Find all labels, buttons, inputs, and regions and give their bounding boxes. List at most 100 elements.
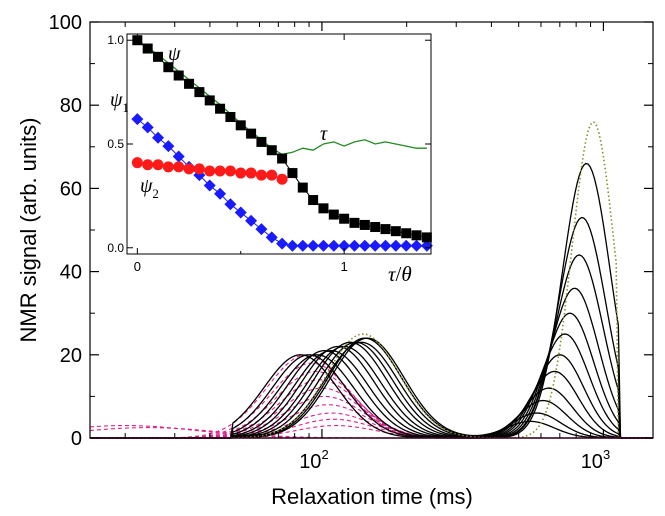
inset-psi-marker (390, 226, 401, 237)
inset-psi2-marker (266, 169, 278, 181)
inset-y-tick-label: 0.0 (107, 241, 124, 255)
inset-psi1-marker (255, 223, 268, 236)
inset-y-axis: 0.0 0.5 1.0 (107, 33, 431, 255)
main-y-tick-label: 0 (71, 428, 82, 450)
inset-psi1-marker (389, 239, 402, 252)
inset-psi2-marker (245, 167, 257, 179)
inset-psi1-marker (214, 187, 227, 200)
inset-series (131, 35, 433, 252)
inset-psi-marker (297, 182, 308, 193)
inset-psi1-marker (276, 237, 289, 250)
inset-psi2-marker (276, 173, 288, 185)
inset-psi2-marker (204, 165, 216, 177)
inset-y-tick-label: 1.0 (107, 33, 124, 47)
inset-label-tau: τ (320, 123, 328, 145)
inset-psi-marker (256, 136, 267, 147)
main-x-axis-title: Relaxation time (ms) (271, 484, 473, 509)
inset-psi-marker (173, 70, 184, 81)
inset-psi-marker (339, 213, 350, 224)
inset-psi-marker (153, 51, 164, 62)
inset-psi2-marker (162, 161, 174, 173)
inset-psi-marker (349, 217, 360, 228)
inset-psi-marker (401, 228, 412, 239)
inset-psi2-marker (131, 157, 143, 169)
black-curve (90, 337, 653, 439)
inset-psi-marker (246, 128, 257, 139)
inset-psi1-marker (172, 150, 185, 163)
inset-psi1-marker (400, 239, 413, 252)
main-y-tick-label: 20 (60, 345, 82, 367)
inset-psi1-marker (327, 239, 340, 252)
inset-psi-marker (142, 43, 153, 54)
inset-psi1-marker (245, 214, 258, 227)
inset-psi-marker (215, 103, 226, 114)
inset-psi-marker (163, 62, 174, 73)
inset-psi-marker (235, 120, 246, 131)
black-curve (90, 345, 653, 439)
inset-label-psi2: ψ2 (140, 175, 159, 201)
main-y-axis: 0 20 40 60 80 100 (49, 12, 653, 450)
black-curve (90, 333, 653, 439)
inset-psi1-marker (131, 113, 144, 126)
inset-psi-marker (287, 168, 298, 179)
inset-psi1-marker (307, 239, 320, 252)
inset-psi2-marker (183, 163, 195, 175)
inset-psi-marker (184, 78, 195, 89)
inset-psi-marker (380, 224, 391, 235)
inset-psi1-marker (162, 140, 175, 153)
inset-psi1-marker (420, 239, 433, 252)
inset-psi2-marker (173, 161, 185, 173)
inset-psi1-marker (348, 239, 361, 252)
inset-psi1-marker (379, 239, 392, 252)
inset-psi1-marker (141, 121, 154, 134)
inset-x-axis-title: τ/θ (388, 262, 412, 286)
inset-psi2-marker (193, 163, 205, 175)
black-curve (90, 337, 653, 439)
inset-psi-marker (225, 112, 236, 123)
inset-psi1-marker (410, 239, 423, 252)
main-x-axis: 102 103 (124, 22, 610, 473)
inset-psi2-marker (235, 167, 247, 179)
inset-psi-marker (421, 232, 432, 243)
inset-psi2-marker (142, 159, 154, 171)
main-y-tick-label: 60 (60, 178, 82, 200)
inset-psi1-marker (265, 231, 278, 244)
main-chart: 0 20 40 60 80 100 102 103 Relaxation time (ms)… (16, 12, 654, 509)
inset-psi-marker (308, 195, 319, 206)
inset-psi2-marker (255, 169, 267, 181)
inset-psi-marker (359, 219, 370, 230)
inset-psi2-marker (152, 159, 164, 171)
inset-psi-marker (204, 95, 215, 106)
inset-psi-marker (266, 145, 277, 156)
main-y-axis-title: NMR signal (arb. units) (16, 118, 41, 343)
inset-psi1-marker (152, 131, 165, 144)
inset-label-psi1: ψ1 (110, 89, 129, 115)
main-y-tick-label: 40 (60, 262, 82, 284)
inset-psi1-marker (296, 239, 309, 252)
inset-psi-marker (411, 230, 422, 241)
inset-psi-marker (194, 87, 205, 98)
inset-psi2-marker (224, 165, 236, 177)
inset-psi-marker (132, 35, 143, 46)
inset-psi-marker (318, 203, 329, 214)
main-y-tick-label: 100 (49, 12, 82, 34)
inset-psi1-marker (338, 239, 351, 252)
inset-label-psi: ψ (168, 43, 181, 65)
inset-psi1-marker (369, 239, 382, 252)
inset-psi1-marker (224, 198, 237, 211)
inset-y-tick-label: 0.5 (107, 137, 124, 151)
inset-psi1-marker (234, 206, 247, 219)
inset-psi2-marker (214, 165, 226, 177)
inset-x-tick-label: 1 (341, 259, 348, 274)
inset-x-tick-label: 0 (134, 259, 141, 274)
inset-psi-marker (328, 209, 339, 220)
inset-psi1-marker (286, 239, 299, 252)
main-x-tick-label: 102 (299, 447, 328, 473)
inset-psi1-marker (317, 239, 330, 252)
main-y-tick-label: 80 (60, 95, 82, 117)
main-x-tick-label: 103 (581, 447, 610, 473)
inset-psi-marker (370, 222, 381, 233)
